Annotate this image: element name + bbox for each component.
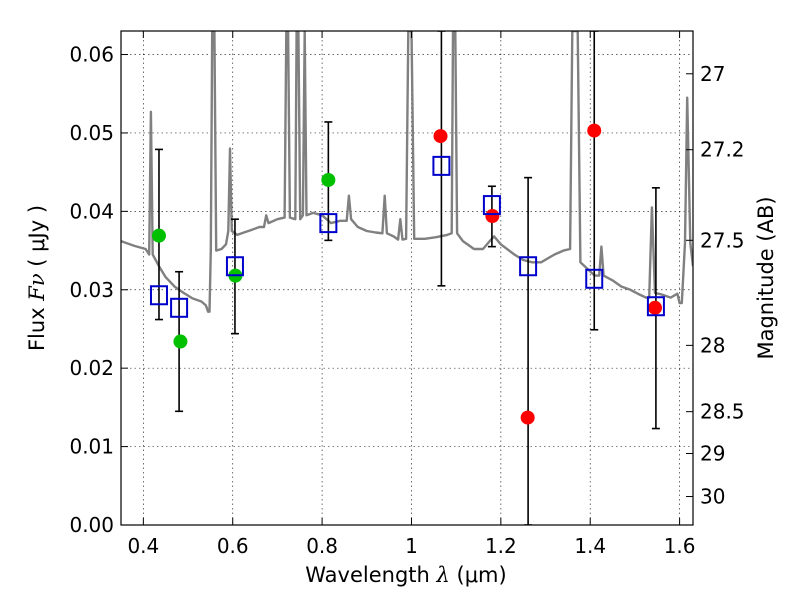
x-axis-label: Wavelength λ (μm) (305, 563, 506, 587)
y-tick-label: 0.01 (69, 435, 114, 459)
x-tick-label: 0.6 (217, 534, 249, 558)
right-tick-label: 27.2 (700, 138, 745, 162)
square-marker (170, 297, 189, 318)
circle-marker (520, 410, 535, 425)
right-tick-label: 28 (700, 333, 725, 357)
ticks: 0.4 0.6 0.8 1 1.2 1.4 1.6 0.00 0.01 0.02 0.03 0.04 0… (69, 31, 745, 558)
x-tick-label: 0.4 (127, 534, 159, 558)
y-tick-label: 0.06 (69, 43, 114, 67)
y-tick-label: 0.03 (69, 278, 114, 302)
square-marker (432, 155, 451, 176)
circle-marker (433, 129, 448, 144)
circle-marker (151, 228, 166, 243)
right-tick-label: 28.5 (700, 400, 745, 424)
plot-frame (120, 30, 694, 526)
right-tick-label: 27.5 (700, 228, 745, 252)
square-marker (482, 195, 501, 216)
circle-marker (173, 334, 188, 349)
x-tick-label: 0.8 (306, 534, 338, 558)
circle-marker (587, 123, 602, 138)
right-tick-label: 30 (700, 485, 725, 509)
y-tick-label: 0.00 (69, 513, 114, 537)
spectrum-line (121, 31, 693, 313)
right-tick-label: 27 (700, 62, 725, 86)
square-marker (646, 296, 665, 317)
right-tick-label: 29 (700, 441, 725, 465)
square-marker (149, 285, 168, 306)
square-marker (519, 256, 538, 277)
x-tick-label: 1.2 (485, 534, 517, 558)
y-tick-label: 0.02 (69, 356, 114, 380)
x-tick-label: 1.6 (664, 534, 696, 558)
square-marker (225, 256, 244, 277)
spectrum-layer (121, 31, 693, 313)
square-marker (585, 268, 604, 289)
circle-marker (485, 209, 500, 224)
y-axis-label: Flux Fν ( μJy ) (25, 205, 49, 351)
y-tick-label: 0.05 (69, 121, 114, 145)
y-tick-label: 0.04 (69, 199, 114, 223)
circle-marker (648, 300, 663, 315)
right-axis-label: Magnitude (AB) (754, 196, 778, 359)
square-marker (319, 213, 338, 234)
circle-marker (321, 172, 336, 187)
x-tick-label: 1.4 (574, 534, 606, 558)
marker-layer (149, 123, 665, 425)
x-tick-label: 1 (405, 534, 418, 558)
